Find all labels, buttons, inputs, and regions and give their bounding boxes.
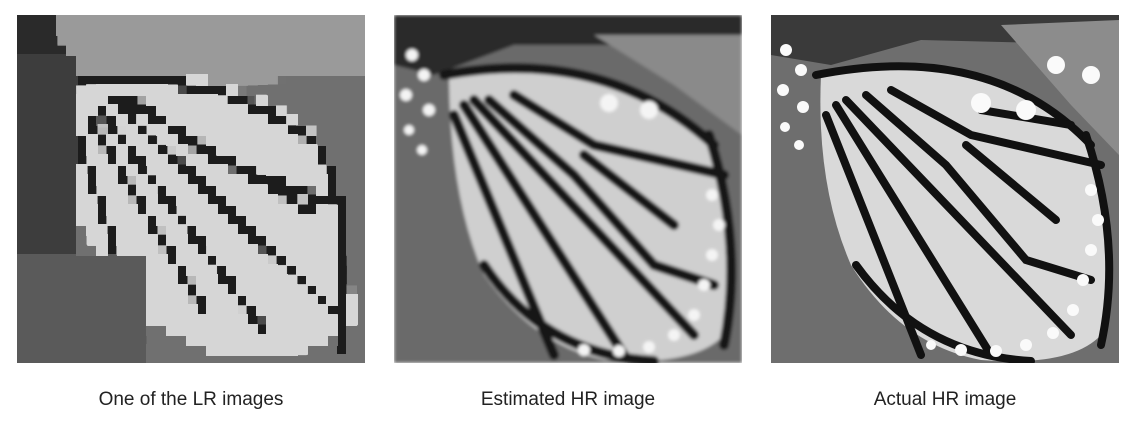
actual-hr-butterfly-image bbox=[771, 15, 1119, 363]
actual-hr-image-panel bbox=[771, 15, 1119, 363]
actual-hr-image-caption: Actual HR image bbox=[873, 389, 1017, 410]
lr-image-panel bbox=[17, 15, 365, 363]
estimated-hr-image-caption: Estimated HR image bbox=[480, 389, 656, 410]
estimated-hr-image-panel bbox=[394, 15, 742, 363]
lr-image-caption: One of the LR images bbox=[98, 389, 284, 410]
lr-butterfly-image bbox=[17, 15, 365, 363]
estimated-hr-butterfly-image bbox=[394, 15, 742, 363]
